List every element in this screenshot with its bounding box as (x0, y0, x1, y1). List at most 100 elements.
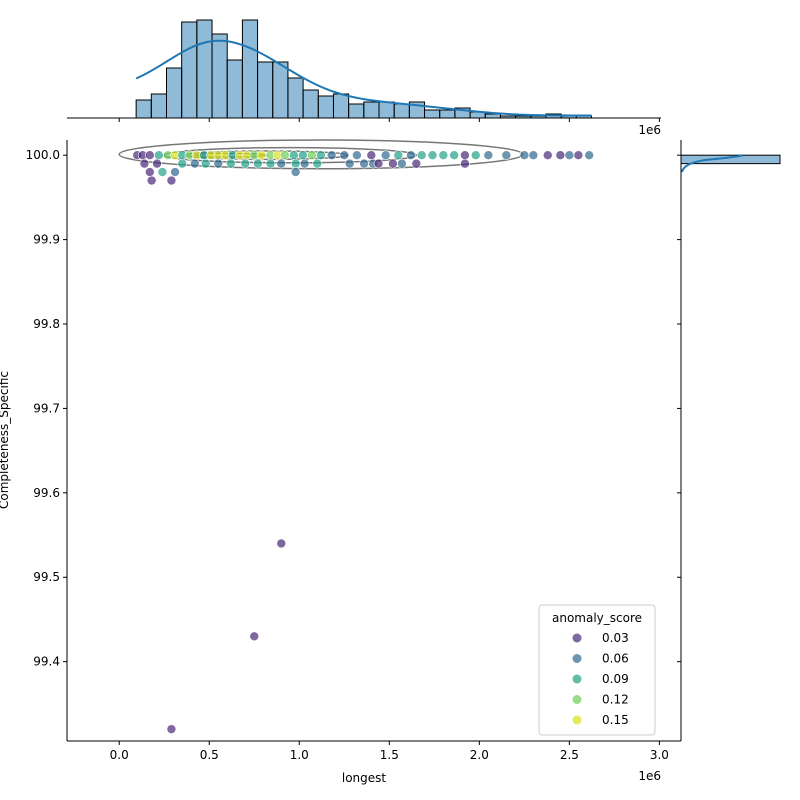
x-tick-label: 2.5 (560, 748, 579, 762)
legend-marker (572, 715, 582, 725)
scatter-point (339, 150, 350, 160)
scatter-point (397, 158, 407, 169)
y-tick-label: 99.5 (33, 570, 60, 584)
kde-curve (681, 154, 744, 173)
scatter-point (326, 150, 337, 160)
histogram-bar (196, 19, 213, 119)
legend-label: 0.15 (602, 713, 629, 727)
scatter-point (146, 175, 157, 186)
legend-marker (572, 695, 582, 704)
legend-marker (572, 674, 582, 684)
x-tick-label: 2.0 (470, 748, 489, 762)
top-marginal-histogram (67, 19, 661, 122)
scatter-point (359, 158, 369, 169)
legend-label: 0.06 (602, 652, 629, 666)
scatter-point (564, 150, 575, 160)
scatter-point (152, 158, 162, 169)
legend-title: anomaly_score (552, 611, 642, 625)
scatter-point (265, 158, 276, 169)
scatter-point (483, 150, 494, 160)
scatter-point (393, 150, 404, 160)
x-tick-label: 1.5 (380, 748, 399, 762)
x-axis-label: longest (342, 771, 387, 785)
main-axes: 0.0 0.5 1.0 1.5 2.0 2.5 3.0 99.4 99.5 99.6 99.7 99.… (26, 139, 681, 762)
right-marginal-histogram (677, 140, 781, 741)
scatter-point (584, 150, 594, 160)
y-axis-label: Completeness_Specific (0, 371, 11, 509)
histogram-bar (181, 21, 198, 119)
histogram-bar (226, 59, 243, 119)
top-offset-label: 1e6 (638, 123, 661, 137)
histogram-bar (348, 103, 365, 119)
scatter-point (166, 724, 177, 734)
histogram-bar (484, 113, 501, 119)
histogram-bar (393, 103, 410, 119)
scatter-point (157, 167, 168, 177)
scatter-point (249, 631, 260, 642)
scatter-point (373, 158, 384, 169)
scatter-point (344, 158, 355, 169)
scatter-point (366, 150, 377, 160)
scatter-point (139, 158, 150, 169)
scatter-point (438, 150, 449, 160)
histogram-bar (332, 93, 350, 119)
scatter-point (406, 150, 416, 160)
scatter-point (289, 150, 299, 160)
histogram-bar (166, 67, 183, 119)
y-tick-label: 99.6 (33, 486, 60, 500)
histogram-bar (211, 33, 228, 119)
scatter-point (145, 150, 155, 160)
scatter-point (470, 150, 481, 160)
scatter-point (256, 150, 267, 160)
scatter-point (528, 150, 539, 160)
scatter-point (290, 158, 301, 169)
scatter-point (166, 175, 177, 186)
scatter-point (298, 150, 308, 160)
legend-marker (572, 633, 582, 643)
histogram-bar (424, 109, 441, 119)
histogram-bar (150, 93, 168, 119)
scatter-point (411, 158, 422, 169)
histogram-bar (363, 101, 380, 119)
y-tick-label: 99.8 (33, 317, 60, 331)
x-offset-label: 1e6 (638, 769, 661, 783)
histogram-bar (272, 61, 289, 119)
y-tick-label: 99.4 (33, 655, 60, 669)
scatter-point (154, 150, 164, 160)
scatter-point (501, 150, 512, 160)
histogram-bar (135, 99, 152, 119)
scatter-point (460, 150, 470, 160)
scatter-point (380, 150, 391, 160)
scatter-point (290, 167, 301, 177)
legend-label: 0.09 (602, 672, 629, 686)
scatter-point (312, 158, 323, 169)
scatter-point (388, 158, 398, 169)
scatter-point (316, 150, 326, 160)
scatter-point (276, 158, 287, 169)
histogram-bar (317, 95, 334, 119)
scatter-point (573, 150, 584, 160)
scatter-point (253, 158, 263, 169)
legend: anomaly_score 0.03 0.06 0.09 0.12 0.15 (538, 604, 656, 736)
legend-box (538, 604, 656, 736)
scatter-point (299, 158, 310, 169)
scatter-point (145, 167, 155, 177)
x-tick-label: 0.5 (200, 748, 219, 762)
x-tick-label: 1.0 (290, 748, 309, 762)
legend-marker (572, 654, 582, 663)
kde-curve (135, 39, 592, 117)
scatter-point (542, 150, 553, 160)
y-tick-label: 100.0 (26, 148, 60, 162)
scatter-point (276, 538, 287, 549)
scatter-point (177, 158, 188, 169)
x-tick-label: 3.0 (650, 748, 669, 762)
scatter-point (200, 158, 211, 169)
scatter-point (416, 150, 427, 160)
scatter-point (190, 158, 200, 169)
histogram-bar (257, 61, 274, 119)
histogram-bar (378, 101, 395, 119)
histogram-bar (241, 19, 259, 119)
legend-label: 0.12 (602, 693, 629, 707)
histogram-bar (287, 77, 304, 119)
scatter-point (213, 158, 224, 169)
